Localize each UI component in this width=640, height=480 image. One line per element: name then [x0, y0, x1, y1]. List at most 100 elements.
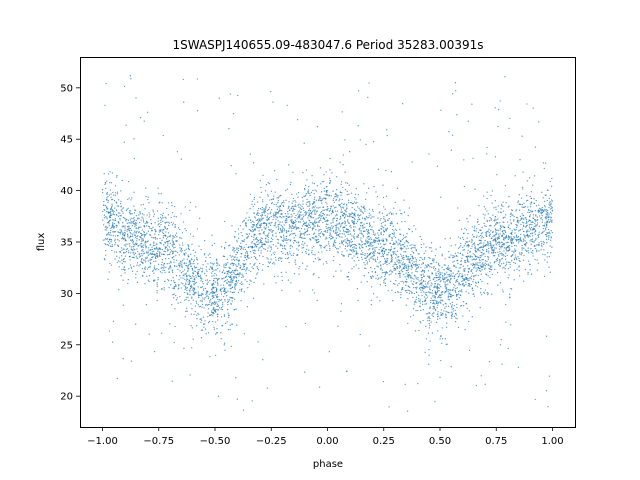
data-point: [550, 204, 552, 206]
data-point: [153, 279, 155, 281]
data-point: [277, 212, 279, 214]
data-point: [156, 210, 159, 212]
data-point: [216, 316, 219, 318]
data-point: [405, 240, 407, 243]
data-point: [174, 226, 176, 229]
data-point: [135, 255, 137, 257]
data-point: [277, 225, 279, 228]
data-point: [505, 303, 507, 306]
data-point: [238, 260, 240, 262]
data-point: [362, 207, 365, 209]
data-point: [396, 259, 398, 261]
data-point: [330, 205, 332, 207]
data-point: [538, 244, 540, 247]
data-point: [148, 202, 150, 204]
data-point: [110, 234, 112, 236]
data-point: [285, 237, 288, 240]
data-point: [481, 269, 483, 271]
data-point: [308, 220, 311, 222]
data-point: [197, 286, 199, 288]
data-point: [275, 282, 277, 284]
data-point: [328, 234, 331, 236]
data-point: [530, 251, 533, 253]
data-point: [157, 250, 159, 252]
data-point: [516, 221, 518, 223]
data-point: [468, 240, 471, 242]
data-point: [292, 207, 294, 209]
data-point: [471, 316, 473, 318]
data-point: [366, 222, 368, 225]
data-point: [452, 256, 454, 259]
data-point: [493, 207, 495, 209]
data-point: [268, 223, 270, 225]
data-point: [341, 233, 344, 235]
data-point: [300, 218, 302, 220]
data-point: [248, 233, 251, 235]
data-point: [294, 261, 296, 263]
data-point: [434, 290, 436, 292]
data-point: [521, 228, 524, 230]
data-point: [446, 289, 448, 292]
data-point: [467, 285, 469, 287]
data-point: [478, 205, 480, 207]
data-point: [263, 283, 265, 285]
data-point: [198, 296, 200, 299]
data-point: [494, 238, 496, 240]
data-point: [284, 253, 287, 256]
data-point: [162, 269, 164, 271]
data-point: [513, 219, 515, 221]
data-point: [411, 259, 413, 262]
data-point: [296, 193, 298, 195]
data-point: [321, 251, 323, 253]
data-point: [216, 259, 218, 261]
data-point: [210, 314, 213, 316]
data-point: [156, 290, 158, 292]
data-point: [145, 246, 147, 248]
data-point: [351, 206, 353, 209]
data-point: [226, 275, 228, 277]
data-point: [450, 294, 452, 296]
data-point: [323, 209, 325, 211]
data-point: [289, 245, 291, 247]
data-point: [482, 258, 484, 261]
data-point: [185, 287, 187, 290]
data-point: [104, 239, 106, 241]
data-point: [112, 223, 114, 225]
data-point: [106, 233, 108, 235]
data-point: [452, 275, 454, 277]
data-point: [540, 216, 542, 219]
data-point: [394, 228, 397, 230]
data-point: [212, 295, 214, 297]
data-point: [441, 255, 443, 257]
data-point: [551, 210, 554, 212]
data-point: [493, 244, 495, 246]
data-point: [298, 206, 300, 208]
data-point: [129, 231, 132, 234]
data-point: [110, 214, 113, 216]
data-point: [529, 206, 532, 208]
data-point: [110, 196, 112, 198]
data-point: [212, 303, 214, 305]
data-point: [458, 296, 460, 299]
data-point: [395, 236, 397, 239]
data-point: [255, 244, 257, 247]
data-point: [301, 243, 303, 245]
data-point: [221, 325, 224, 327]
data-point: [499, 260, 501, 262]
data-point: [233, 276, 235, 278]
data-point: [531, 223, 533, 226]
data-point: [257, 209, 259, 212]
data-point: [248, 228, 250, 231]
data-point: [121, 222, 124, 224]
data-point: [107, 173, 110, 175]
data-point: [161, 215, 164, 217]
data-point: [149, 249, 152, 251]
data-point: [200, 277, 202, 279]
data-point: [108, 220, 111, 222]
data-point: [221, 278, 223, 280]
data-point: [245, 243, 247, 246]
data-point: [332, 259, 334, 262]
data-point: [348, 271, 350, 274]
data-point: [484, 267, 486, 269]
data-point: [196, 314, 198, 316]
